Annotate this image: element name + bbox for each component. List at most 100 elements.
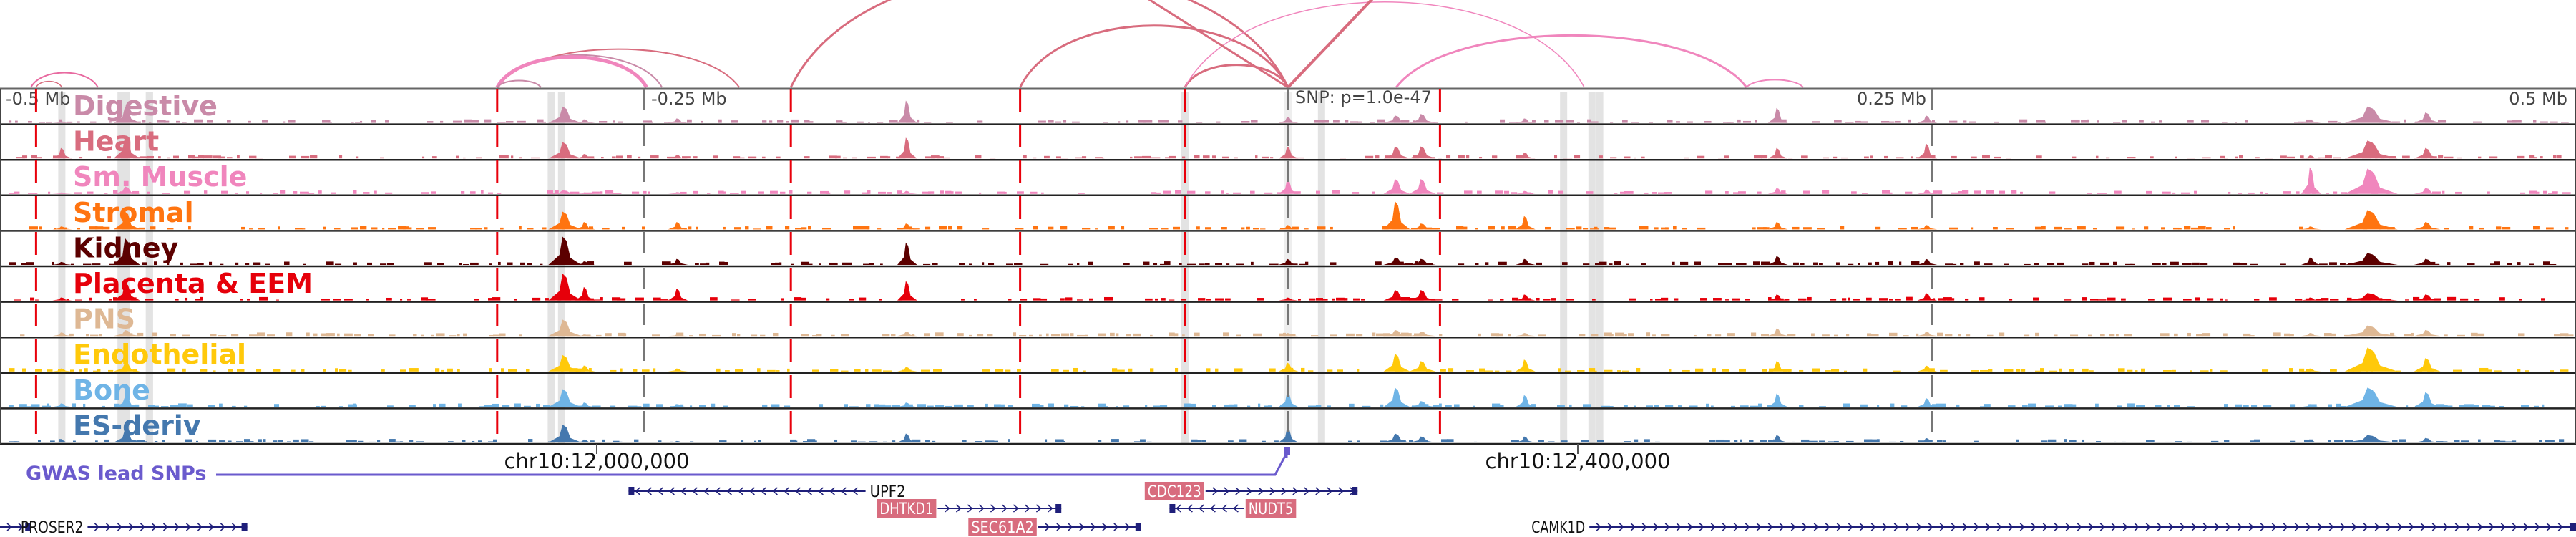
signal-bar [48,191,51,194]
signal-bar [1889,192,1893,194]
signal-bar [2233,226,2235,230]
interaction-arc [1395,34,1747,88]
signal-bar [1812,368,1820,372]
signal-bar [1298,299,1301,301]
signal-bar [1206,299,1211,301]
signal-bar [1871,334,1879,337]
signal-bar [801,227,807,230]
signal-bar [1255,155,1258,159]
signal-bar [441,369,444,372]
signal-bar [2048,439,2057,442]
signal-bar [1165,157,1171,159]
signal-bar [170,334,176,337]
distance-ruler: -0.5 Mb -0.25 Mb 0.25 Mb 0.5 Mb [6,89,2567,444]
signal-bar [1153,405,1161,407]
signal-bar [2058,405,2062,407]
signal-bar [240,299,243,301]
signal-bar [680,191,687,194]
signal-bar [1060,298,1065,301]
signal-bar [2536,191,2540,194]
signal-bar [2059,368,2062,372]
signal-bar [1554,155,1558,159]
signal-bar [1644,439,1650,442]
signal-bar [2517,155,2525,159]
signal-bar [1614,261,1621,265]
strand-forward-arrow-icon [1102,523,1108,531]
signal-bar [867,226,870,230]
signal-bar [1969,121,1976,123]
signal-bar [87,191,94,194]
signal-bar [248,120,251,123]
signal-bar [842,262,852,265]
track-label: Placenta & EEM [73,268,313,299]
strand-forward-arrow-icon [2065,523,2072,531]
signal-bar [2127,157,2136,159]
strand-forward-arrow-icon [1722,523,1728,531]
signal-bar [957,333,964,337]
signal-bar [1741,263,1747,265]
signal-bar [288,120,296,123]
signal-bar [440,120,444,123]
strand-forward-arrow-icon [2099,523,2106,531]
signal-bar [1019,334,1027,337]
signal-bar [502,405,510,407]
signal-bar [2183,299,2192,301]
signal-bar [2326,193,2329,194]
strand-reverse-arrow-icon [829,487,835,495]
signal-peak [113,329,140,337]
signal-peak [2301,167,2321,194]
signal-bar [1963,120,1967,123]
signal-peak [897,100,917,123]
strand-reverse-arrow-icon [738,487,743,495]
signal-bar [132,190,140,194]
signal-bar [158,156,161,159]
signal-bar [1128,368,1133,372]
signal-bar [1809,440,1818,442]
signal-bar [1401,120,1410,123]
signal-bar [14,191,20,194]
signal-peak [52,226,72,230]
signal-bar [1565,370,1571,372]
signal-bar [762,120,767,123]
signal-bar [1454,404,1460,407]
signal-bar [1908,119,1911,123]
signal-bar [1464,190,1473,194]
signal-bar [448,441,454,442]
signal-bar [1629,298,1636,301]
strand-forward-arrow-icon [1113,523,1119,531]
signal-bar [1509,122,1518,123]
signal-bar [1863,368,1868,372]
signal-bar [1986,190,1994,194]
signal-bar [1175,367,1179,372]
signal-bar [1048,120,1054,123]
coordinate-label: chr10:12,000,000 [504,449,690,473]
signal-bar [1452,299,1459,301]
signal-bar [1352,192,1360,194]
signal-bar [652,334,660,337]
signal-bar [1260,228,1266,230]
signal-bar [203,155,213,159]
signal-bar [387,405,394,407]
signal-peak [2301,155,2321,159]
signal-bar [1023,155,1027,159]
signal-bar [339,369,347,372]
strand-forward-arrow-icon [2214,523,2220,531]
signal-bar [1040,263,1049,265]
signal-bar [662,261,671,265]
signal-bar [99,334,102,337]
signal-bar [884,405,892,407]
signal-bar [1431,299,1435,301]
signal-bar [1949,227,1958,230]
signal-peak [897,433,917,442]
signal-bar [812,369,819,372]
signal-bar [2518,333,2525,337]
signal-peak [2414,294,2441,301]
signal-bar [2345,440,2353,442]
signal-bar [1174,333,1179,337]
signal-bar [1262,156,1269,159]
signal-bar [769,120,773,123]
signal-bar [145,299,154,301]
signal-bar [988,263,995,265]
signal-bar [500,227,504,230]
signal-bar [2146,440,2155,442]
